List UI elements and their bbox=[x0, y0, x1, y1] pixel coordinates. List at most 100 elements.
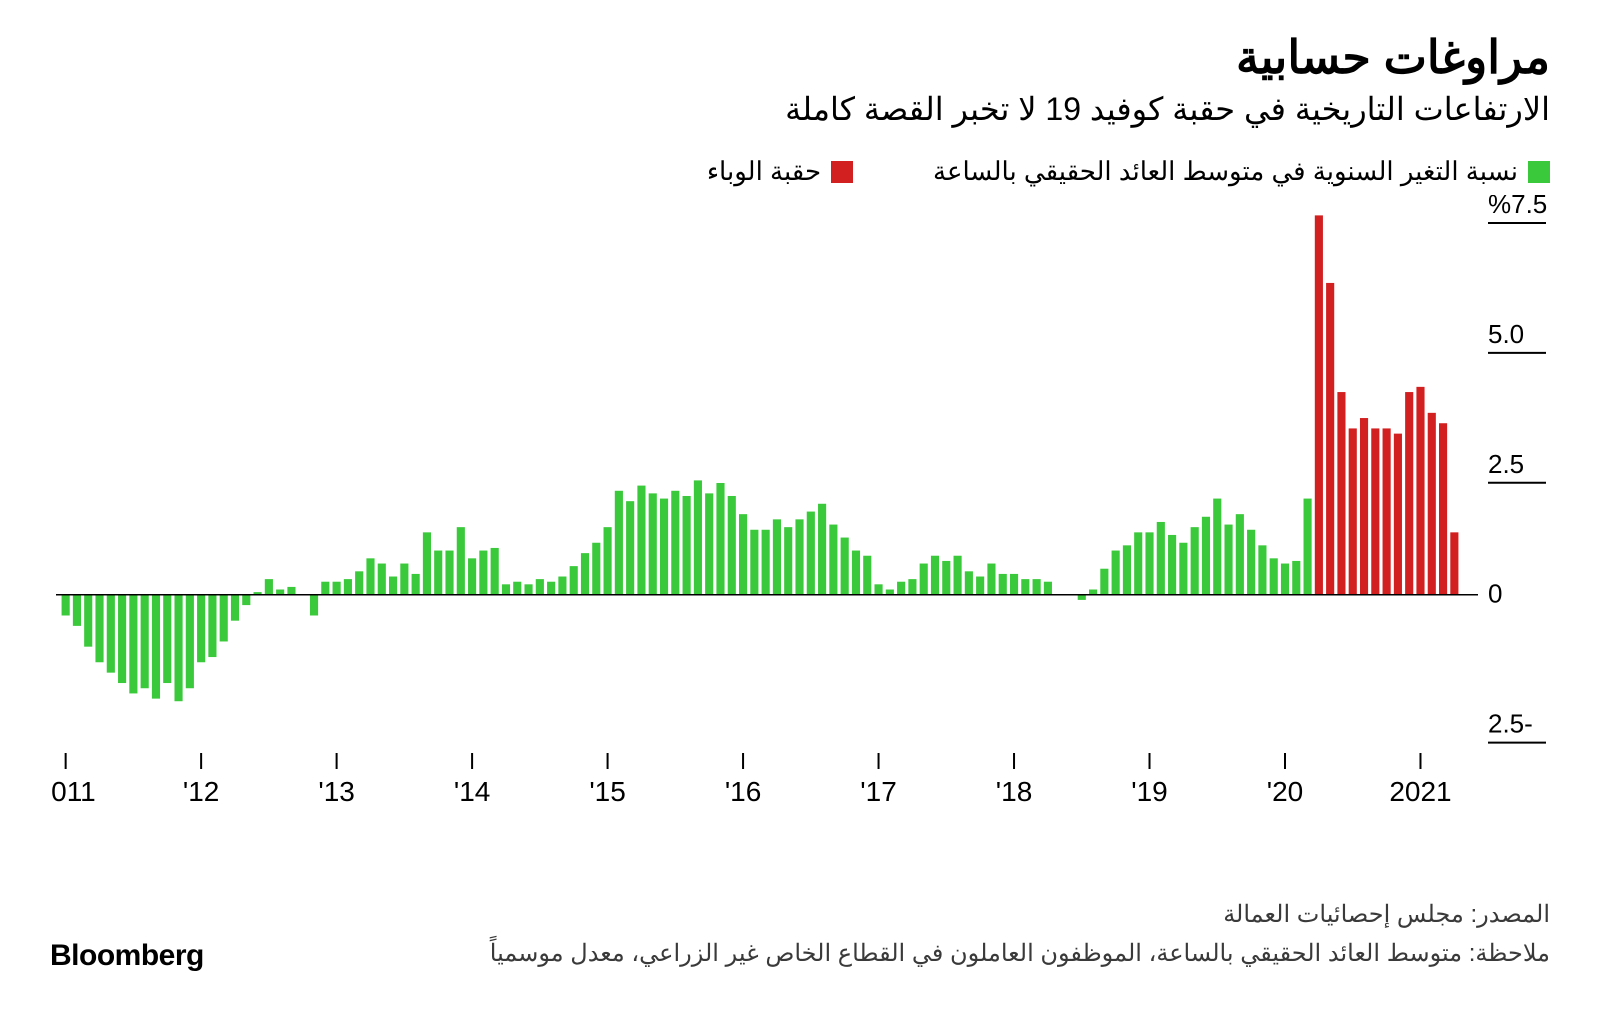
source-text: مجلس إحصائيات العمالة bbox=[1223, 901, 1464, 928]
bar bbox=[908, 579, 916, 595]
bar bbox=[615, 491, 623, 595]
bar bbox=[1371, 428, 1379, 594]
legend-label-series1: نسبة التغير السنوية في متوسط العائد الحق… bbox=[933, 156, 1518, 187]
bar bbox=[987, 564, 995, 595]
x-tick-label: 2011 bbox=[50, 776, 96, 805]
bar bbox=[276, 590, 284, 595]
bar bbox=[62, 595, 70, 616]
bar bbox=[1405, 392, 1413, 595]
bar bbox=[1394, 434, 1402, 595]
bar bbox=[1179, 543, 1187, 595]
bar bbox=[1258, 545, 1266, 594]
bar bbox=[366, 558, 374, 594]
bar bbox=[355, 571, 363, 594]
bar bbox=[1168, 535, 1176, 595]
bar bbox=[1326, 283, 1334, 595]
bar bbox=[1304, 499, 1312, 595]
bar bbox=[378, 564, 386, 595]
bar bbox=[649, 493, 657, 594]
bar bbox=[1383, 428, 1391, 594]
bar bbox=[1021, 579, 1029, 595]
bar bbox=[829, 525, 837, 595]
bar bbox=[1428, 413, 1436, 595]
bar bbox=[1089, 590, 1097, 595]
x-tick-label: '17 bbox=[860, 776, 897, 805]
bar bbox=[524, 584, 532, 594]
bar bbox=[1157, 522, 1165, 595]
bar bbox=[1123, 545, 1131, 594]
bar bbox=[660, 499, 668, 595]
bar bbox=[107, 595, 115, 673]
bar-chart: %7.55.02.502.5-2011'12'13'14'15'16'17'18… bbox=[50, 195, 1550, 805]
bar bbox=[73, 595, 81, 626]
bar bbox=[807, 512, 815, 595]
bar bbox=[129, 595, 137, 694]
bar bbox=[1439, 423, 1447, 594]
bar bbox=[1416, 387, 1424, 595]
bar bbox=[863, 556, 871, 595]
bar bbox=[581, 553, 589, 595]
x-tick-label: '14 bbox=[454, 776, 491, 805]
bar bbox=[242, 595, 250, 605]
y-tick-label: 2.5 bbox=[1488, 449, 1524, 479]
bar bbox=[141, 595, 149, 689]
bar bbox=[152, 595, 160, 699]
legend-item-series2: حقبة الوباء bbox=[707, 156, 853, 187]
footer-text-block: المصدر: مجلس إحصائيات العمالة ملاحظة: مت… bbox=[490, 896, 1550, 973]
bar bbox=[513, 582, 521, 595]
bar bbox=[118, 595, 126, 683]
bar bbox=[1281, 564, 1289, 595]
chart-footer: المصدر: مجلس إحصائيات العمالة ملاحظة: مت… bbox=[50, 896, 1550, 973]
bar bbox=[491, 548, 499, 595]
bar bbox=[795, 519, 803, 594]
bar bbox=[333, 582, 341, 595]
bar bbox=[208, 595, 216, 657]
bar bbox=[84, 595, 92, 647]
bar bbox=[1044, 582, 1052, 595]
bar bbox=[1349, 428, 1357, 594]
bar bbox=[1450, 532, 1458, 594]
bar bbox=[637, 486, 645, 595]
bar bbox=[728, 496, 736, 595]
bar bbox=[197, 595, 205, 663]
bar bbox=[502, 584, 510, 594]
bar bbox=[942, 561, 950, 595]
bar bbox=[174, 595, 182, 702]
brand-logo: Bloomberg bbox=[50, 939, 204, 973]
bar bbox=[344, 579, 352, 595]
bar bbox=[784, 527, 792, 595]
bar bbox=[1247, 530, 1255, 595]
x-tick-label: '20 bbox=[1267, 776, 1304, 805]
bar bbox=[1292, 561, 1300, 595]
legend-swatch-green bbox=[1528, 161, 1550, 183]
y-tick-label: 2.5- bbox=[1488, 709, 1533, 739]
chart-subtitle: الارتفاعات التاريخية في حقبة كوفيد 19 لا… bbox=[50, 90, 1550, 128]
bar bbox=[423, 532, 431, 594]
bar bbox=[683, 496, 691, 595]
bar bbox=[818, 504, 826, 595]
bar bbox=[1033, 579, 1041, 595]
bar bbox=[965, 571, 973, 594]
bar bbox=[536, 579, 544, 595]
bar bbox=[400, 564, 408, 595]
bar bbox=[694, 480, 702, 594]
bar bbox=[231, 595, 239, 621]
bar bbox=[1224, 525, 1232, 595]
note-line: ملاحظة: متوسط العائد الحقيقي بالساعة، ال… bbox=[490, 935, 1550, 973]
bar bbox=[1270, 558, 1278, 594]
bar bbox=[1112, 551, 1120, 595]
x-tick-label: '13 bbox=[318, 776, 355, 805]
x-tick-label: 2021 bbox=[1389, 776, 1451, 805]
bar bbox=[604, 527, 612, 595]
bar bbox=[976, 577, 984, 595]
bar bbox=[1191, 527, 1199, 595]
bar bbox=[468, 558, 476, 594]
x-tick-label: '12 bbox=[183, 776, 220, 805]
bar bbox=[931, 556, 939, 595]
bar bbox=[897, 582, 905, 595]
bar bbox=[445, 551, 453, 595]
bar bbox=[626, 501, 634, 595]
bar bbox=[1010, 574, 1018, 595]
bar bbox=[163, 595, 171, 683]
bar bbox=[852, 551, 860, 595]
